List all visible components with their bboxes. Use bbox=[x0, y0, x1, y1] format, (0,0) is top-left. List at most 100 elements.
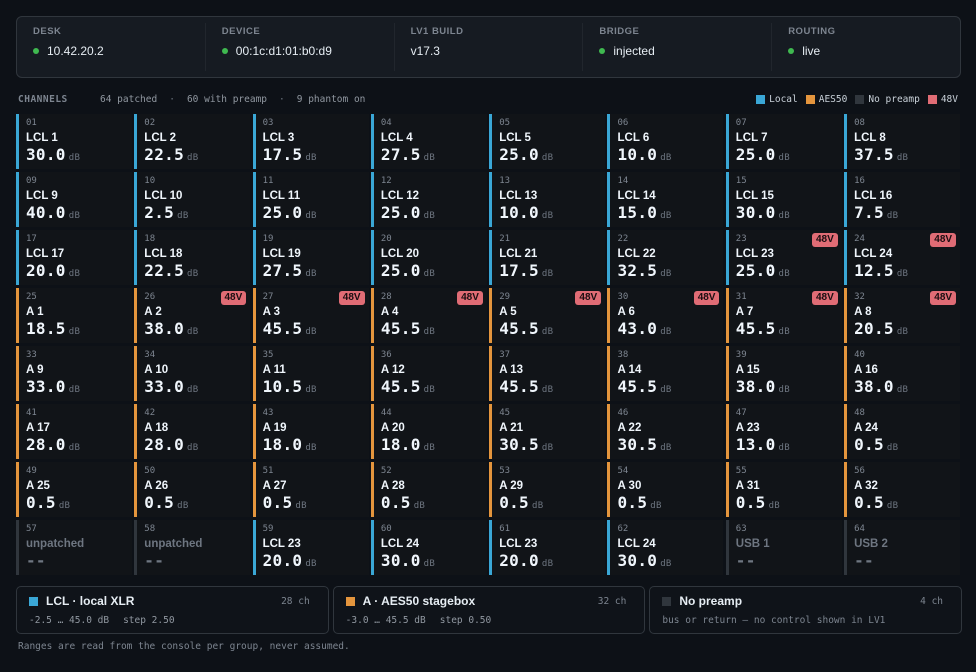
channel-gain: 28.0 dB bbox=[26, 436, 132, 457]
phantom-badge[interactable]: 48V bbox=[693, 291, 720, 305]
channel-cell[interactable]: 12 LCL 12 25.0 dB bbox=[370, 172, 487, 227]
channel-cell[interactable]: 36 A 12 45.5 dB bbox=[370, 346, 487, 401]
channel-cell[interactable]: 29 A 5 45.5 dB 48V bbox=[489, 288, 606, 343]
channel-gain: 0.5 dB bbox=[381, 494, 487, 515]
channel-cell[interactable]: 20 LCL 20 25.0 dB bbox=[370, 230, 487, 285]
channel-cell[interactable]: 37 A 13 45.5 dB bbox=[489, 346, 606, 401]
group-range-text: -3.0 … 45.5 dB bbox=[345, 615, 426, 626]
channel-cell[interactable]: 31 A 7 45.5 dB 48V bbox=[725, 288, 842, 343]
channel-name: LCL 17 bbox=[26, 248, 65, 260]
channel-cell[interactable]: 50 A 26 0.5 dB bbox=[134, 462, 251, 517]
channel-cell[interactable]: 48 A 24 0.5 dB bbox=[844, 404, 961, 459]
channel-cell[interactable]: 19 LCL 19 27.5 dB bbox=[252, 230, 369, 285]
channel-cell[interactable]: 25 A 1 18.5 dB bbox=[16, 288, 132, 343]
channel-cell[interactable]: 15 LCL 15 30.0 dB bbox=[725, 172, 842, 227]
channel-cell[interactable]: 13 LCL 13 10.0 dB bbox=[489, 172, 606, 227]
legend-label: No preamp bbox=[868, 93, 920, 105]
channel-cell[interactable]: 17 LCL 17 20.0 dB bbox=[16, 230, 132, 285]
channel-cell[interactable]: 63 USB 1 -- bbox=[725, 520, 842, 575]
channel-cell[interactable]: 58 unpatched -- bbox=[134, 520, 251, 575]
channel-cell[interactable]: 62 LCL 24 30.0 dB bbox=[607, 520, 724, 575]
channel-cell[interactable]: 33 A 9 33.0 dB bbox=[16, 346, 132, 401]
channel-gain: 0.5 dB bbox=[144, 494, 250, 515]
channel-cell[interactable]: 43 A 19 18.0 dB bbox=[252, 404, 369, 459]
channel-cell[interactable]: 02 LCL 2 22.5 dB bbox=[134, 114, 251, 169]
channel-cell[interactable]: 64 USB 2 -- bbox=[844, 520, 961, 575]
channel-cell[interactable]: 46 A 22 30.5 dB bbox=[607, 404, 724, 459]
channel-cell[interactable]: 59 LCL 23 20.0 dB bbox=[252, 520, 369, 575]
channel-gain-value: 18.5 bbox=[26, 319, 66, 338]
channel-cell[interactable]: 52 A 28 0.5 dB bbox=[370, 462, 487, 517]
status-label: DESK bbox=[33, 26, 62, 37]
channel-gain-value: 25.0 bbox=[735, 145, 776, 164]
channel-cell[interactable]: 39 A 15 38.0 dB bbox=[725, 346, 842, 401]
channel-number: 55 bbox=[735, 466, 747, 476]
channel-number: 18 bbox=[144, 234, 156, 244]
channel-cell[interactable]: 34 A 10 33.0 dB bbox=[134, 346, 251, 401]
channel-cell[interactable]: 01 LCL 1 30.0 dB bbox=[16, 114, 132, 169]
channel-cell[interactable]: 28 A 4 45.5 dB 48V bbox=[370, 288, 487, 343]
phantom-badge[interactable]: 48V bbox=[338, 291, 365, 305]
channel-cell[interactable]: 57 unpatched -- bbox=[16, 520, 132, 575]
channel-cell[interactable]: 16 LCL 16 7.5 dB bbox=[844, 172, 961, 227]
channel-cell[interactable]: 32 A 8 20.5 dB 48V bbox=[844, 288, 961, 343]
channel-cell[interactable]: 45 A 21 30.5 dB bbox=[489, 404, 606, 459]
channel-cell[interactable]: 35 A 11 10.5 dB bbox=[252, 346, 369, 401]
channel-cell[interactable]: 18 LCL 18 22.5 dB bbox=[134, 230, 251, 285]
channel-cell[interactable]: 26 A 2 38.0 dB 48V bbox=[134, 288, 251, 343]
channel-cell[interactable]: 54 A 30 0.5 dB bbox=[607, 462, 724, 517]
channel-number: 05 bbox=[499, 118, 511, 128]
channel-cell[interactable]: 22 LCL 22 32.5 dB bbox=[607, 230, 724, 285]
channel-cell[interactable]: 11 LCL 11 25.0 dB bbox=[252, 172, 369, 227]
channel-name: LCL 3 bbox=[262, 132, 295, 144]
phantom-badge[interactable]: 48V bbox=[930, 233, 957, 247]
status-value: injected bbox=[599, 44, 755, 58]
channel-cell[interactable]: 38 A 14 45.5 dB bbox=[607, 346, 724, 401]
channel-cell[interactable]: 61 LCL 23 20.0 dB bbox=[489, 520, 606, 575]
phantom-badge[interactable]: 48V bbox=[811, 233, 838, 247]
channel-cell[interactable]: 09 LCL 9 40.0 dB bbox=[16, 172, 132, 227]
channel-gain: 0.5 dB bbox=[263, 494, 369, 515]
channel-cell[interactable]: 05 LCL 5 25.0 dB bbox=[489, 114, 606, 169]
channel-cell[interactable]: 56 A 32 0.5 dB bbox=[844, 462, 961, 517]
channel-cell[interactable]: 08 LCL 8 37.5 dB bbox=[844, 114, 961, 169]
channel-name: unpatched bbox=[144, 538, 203, 550]
channel-cell[interactable]: 60 LCL 24 30.0 dB bbox=[370, 520, 487, 575]
channel-cell[interactable]: 30 A 6 43.0 dB 48V bbox=[607, 288, 724, 343]
channel-cell[interactable]: 14 LCL 14 15.0 dB bbox=[607, 172, 724, 227]
channel-cell[interactable]: 53 A 29 0.5 dB bbox=[489, 462, 606, 517]
channel-cell[interactable]: 04 LCL 4 27.5 dB bbox=[370, 114, 487, 169]
channel-cell[interactable]: 24 LCL 24 12.5 dB 48V bbox=[844, 230, 961, 285]
channel-cell[interactable]: 40 A 16 38.0 dB bbox=[844, 346, 961, 401]
channel-cell[interactable]: 55 A 31 0.5 dB bbox=[725, 462, 842, 517]
phantom-badge[interactable]: 48V bbox=[811, 291, 838, 305]
channel-gain-value: 40.0 bbox=[26, 203, 66, 222]
group-name: LCL · local XLR bbox=[46, 594, 135, 608]
channel-cell[interactable]: 49 A 25 0.5 dB bbox=[16, 462, 132, 517]
channel-cell[interactable]: 44 A 20 18.0 dB bbox=[370, 404, 487, 459]
channel-gain: 30.0 dB bbox=[617, 552, 723, 573]
channel-name: LCL 4 bbox=[380, 132, 413, 144]
channel-cell[interactable]: 41 A 17 28.0 dB bbox=[16, 404, 132, 459]
channel-gain: 33.0 dB bbox=[144, 378, 250, 399]
channel-gain-unit: dB bbox=[413, 501, 426, 511]
channel-cell[interactable]: 06 LCL 6 10.0 dB bbox=[607, 114, 724, 169]
phantom-badge[interactable]: 48V bbox=[220, 291, 247, 305]
channel-cell[interactable]: 23 LCL 23 25.0 dB 48V bbox=[725, 230, 842, 285]
channel-cell[interactable]: 51 A 27 0.5 dB bbox=[252, 462, 369, 517]
phantom-badge[interactable]: 48V bbox=[930, 291, 957, 305]
channel-cell[interactable]: 07 LCL 7 25.0 dB bbox=[725, 114, 842, 169]
channel-cell[interactable]: 47 A 23 13.0 dB bbox=[725, 404, 842, 459]
channel-cell[interactable]: 10 LCL 10 2.5 dB bbox=[134, 172, 251, 227]
channel-name: A 19 bbox=[262, 422, 287, 434]
phantom-badge[interactable]: 48V bbox=[457, 291, 483, 305]
phantom-badge[interactable]: 48V bbox=[575, 291, 602, 305]
channel-cell[interactable]: 03 LCL 3 17.5 dB bbox=[252, 114, 369, 169]
channel-cell[interactable]: 27 A 3 45.5 dB 48V bbox=[252, 288, 369, 343]
legend-swatch-icon bbox=[927, 94, 937, 104]
channel-number: 29 bbox=[499, 292, 511, 302]
channel-cell[interactable]: 42 A 18 28.0 dB bbox=[134, 404, 251, 459]
channel-cell[interactable]: 21 LCL 21 17.5 dB bbox=[489, 230, 606, 285]
channel-name: A 18 bbox=[144, 422, 169, 434]
channel-gain-value: 10.0 bbox=[499, 203, 539, 222]
